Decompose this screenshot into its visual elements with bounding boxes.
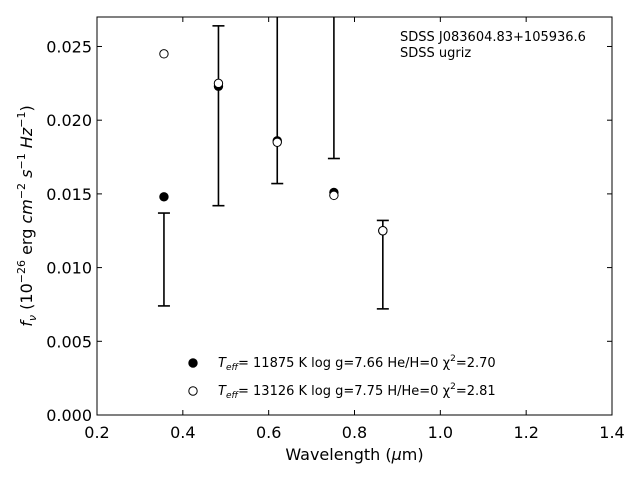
error-bar-r bbox=[271, 17, 284, 185]
y-tick-label: 0.020 bbox=[46, 111, 92, 130]
y-tick-label: 0.010 bbox=[46, 259, 92, 278]
legend-entry-filled: Teff= 11875 K log g=7.66 He/H=0 χ2=2.70 bbox=[218, 354, 496, 373]
y-tick-label: 0.015 bbox=[46, 185, 92, 204]
y-tick-label: 0.005 bbox=[46, 332, 92, 351]
model-points bbox=[159, 49, 388, 236]
annotation-filters: SDSS ugriz bbox=[400, 46, 471, 61]
y-axis-label: fν (10−26 erg cm−2 s−1 Hz−1) bbox=[15, 105, 39, 326]
y-tick-label: 0.025 bbox=[46, 37, 92, 56]
x-tick-label: 0.6 bbox=[256, 423, 281, 442]
x-tick-label: 1.4 bbox=[599, 423, 624, 442]
legend-marker-filled bbox=[188, 358, 198, 368]
x-axis-ticks: 0.2 0.4 0.6 0.8 1.0 1.2 1.4 bbox=[84, 17, 625, 442]
error-bar-i bbox=[327, 17, 340, 160]
legend-entry-open: Teff= 13126 K log g=7.75 H/He=0 χ2=2.81 bbox=[218, 382, 496, 401]
legend: Teff= 11875 K log g=7.66 He/H=0 χ2=2.70 … bbox=[188, 354, 496, 401]
annotation-object: SDSS J083604.83+105936.6 bbox=[400, 30, 586, 45]
open-model-point bbox=[213, 78, 224, 89]
legend-marker-open bbox=[188, 386, 198, 396]
y-axis-ticks: 0.000 0.005 0.010 0.015 0.020 0.025 bbox=[46, 37, 612, 425]
x-axis-label: Wavelength (μm) bbox=[285, 445, 423, 464]
x-tick-label: 1.2 bbox=[513, 423, 538, 442]
filled-model-point bbox=[159, 192, 169, 202]
open-model-point bbox=[159, 49, 169, 59]
plot-frame bbox=[96, 16, 613, 416]
x-tick-label: 0.4 bbox=[170, 423, 195, 442]
x-tick-label: 0.2 bbox=[84, 423, 109, 442]
error-bar-g bbox=[212, 25, 225, 207]
y-tick-label: 0.000 bbox=[46, 406, 92, 425]
open-model-point bbox=[378, 226, 388, 236]
x-tick-label: 0.8 bbox=[342, 423, 367, 442]
open-model-point bbox=[329, 190, 339, 201]
observed-error-bars bbox=[157, 17, 389, 310]
open-model-point bbox=[272, 137, 282, 147]
svg-text:fν (10−26 erg cm−2 s−1 Hz−1): fν (10−26 erg cm−2 s−1 Hz−1) bbox=[15, 105, 39, 326]
x-tick-label: 1.0 bbox=[428, 423, 453, 442]
error-bar-u bbox=[157, 212, 170, 307]
